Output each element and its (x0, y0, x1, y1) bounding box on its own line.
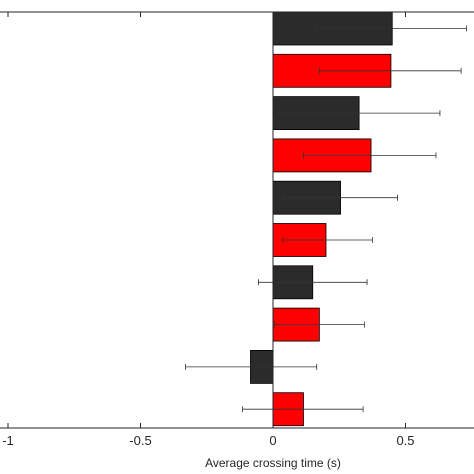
x-tick-label-2: -0.5 (129, 433, 151, 448)
x-tick-label-3: 0 (269, 433, 276, 448)
x-tick-label-1: -1 (2, 433, 14, 448)
x-axis-title: Average crossing time (s) (205, 456, 341, 470)
axes-layer: -1 -0.5 0 0.5 (0, 11, 474, 448)
x-tick-label-4: 0.5 (396, 433, 414, 448)
bars-layer (185, 11, 467, 427)
